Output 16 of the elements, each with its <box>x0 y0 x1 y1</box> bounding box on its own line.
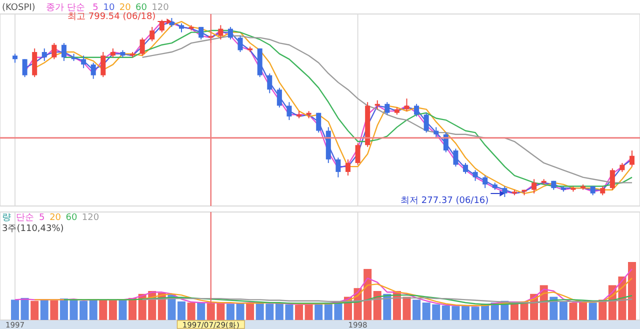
text: 120 <box>152 3 170 13</box>
chart-title: (KOSPI) <box>2 3 36 13</box>
text: 5 <box>39 213 45 223</box>
legend-title: 종가 단순 <box>46 3 85 13</box>
text: 3주(110,43%) <box>2 224 64 234</box>
text: 10 <box>103 3 115 13</box>
text: 20 <box>119 3 132 13</box>
text: 60 <box>136 3 148 13</box>
annotation: 최고 799.54 (06/18) <box>68 12 156 22</box>
text: 5 <box>92 3 98 13</box>
chart-title: 량 <box>2 213 11 223</box>
text: 60 <box>66 213 78 223</box>
annotation: 최저 277.37 (06/16) <box>400 196 489 206</box>
text: 20 <box>50 213 62 223</box>
legend-title: 단순 <box>16 213 34 223</box>
text: 120 <box>82 213 100 223</box>
